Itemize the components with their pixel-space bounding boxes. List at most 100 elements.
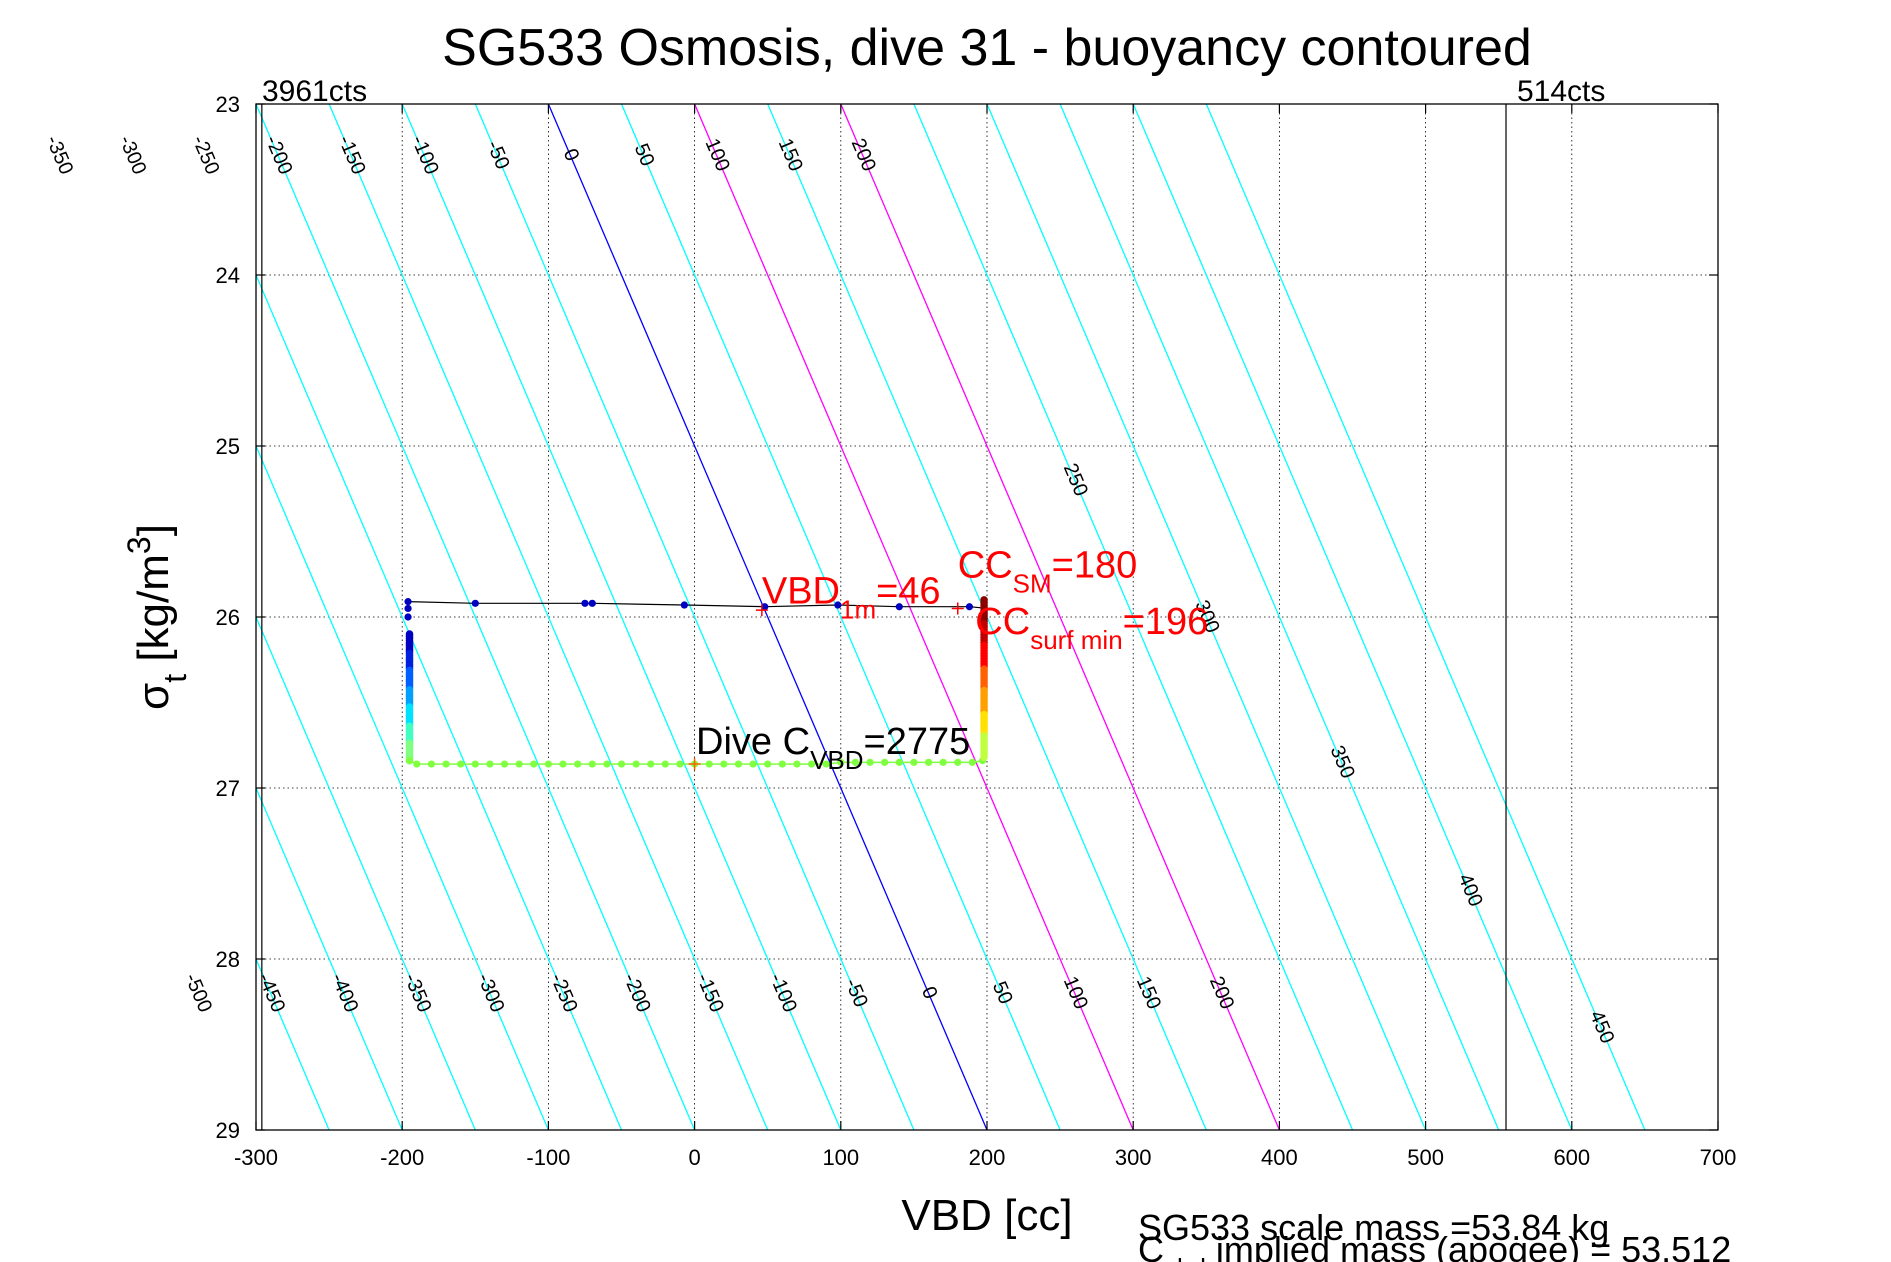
data-point — [822, 760, 830, 768]
data-point — [965, 603, 974, 611]
contour-line — [620, 104, 1061, 1130]
y-tick-label: 27 — [216, 776, 240, 801]
contour-line — [1205, 104, 1646, 1130]
plus-marker — [688, 758, 701, 771]
annotation-text: =180 — [1052, 545, 1138, 587]
footer-implied-mass-rest: implied mass (apogee) = 53.512 — [1206, 1229, 1731, 1262]
data-point — [486, 760, 494, 768]
annotation-subscript: VBD — [810, 745, 863, 775]
data-point — [676, 760, 684, 768]
y-axis-ticks: 23 24 25 26 27 28 29 — [216, 92, 1718, 1143]
contour-line — [328, 104, 769, 1130]
y-axis-label-sup: 3 — [121, 536, 157, 554]
contour-line — [547, 104, 988, 1130]
data-point — [980, 753, 988, 762]
plus-marker — [755, 604, 768, 617]
annotation-text: Dive C — [696, 721, 810, 763]
data-point — [404, 598, 412, 606]
data-point — [734, 760, 743, 768]
data-point — [837, 758, 845, 766]
contour-line — [474, 104, 915, 1130]
contour-line — [986, 104, 1427, 1130]
annotation: CCSM=180 — [958, 545, 1137, 599]
data-point — [544, 760, 553, 768]
top-right-count-label: 514cts — [1517, 75, 1605, 108]
data-point — [632, 760, 640, 768]
y-axis-label-end: ] — [129, 524, 178, 536]
data-series — [404, 596, 988, 771]
data-point — [405, 757, 414, 765]
data-point — [661, 760, 669, 768]
y-tick-label: 24 — [216, 263, 240, 288]
data-point — [559, 760, 567, 768]
x-tick-label: 0 — [688, 1145, 700, 1170]
x-tick-label: 300 — [1115, 1145, 1152, 1170]
data-point — [866, 758, 874, 766]
contour-line — [256, 104, 696, 1130]
y-axis-label-sub: t — [157, 674, 193, 683]
annotation-subscript: 1m — [840, 594, 876, 624]
x-tick-label: 700 — [1700, 1145, 1737, 1170]
data-point — [530, 760, 538, 768]
contour-line — [256, 444, 549, 1130]
annotation-subscript: surf min — [1030, 625, 1122, 655]
annotation: Dive CVBD=2775 — [696, 721, 970, 775]
buoyancy-contours — [256, 104, 1646, 1130]
data-point — [895, 603, 903, 611]
data-point — [924, 758, 933, 766]
footer-implied-mass-base: C — [1138, 1229, 1164, 1262]
contour-line — [913, 104, 1354, 1130]
plus-marker — [951, 602, 964, 615]
contour-line — [840, 104, 1280, 1130]
annotation-subscript: SM — [1013, 569, 1052, 599]
y-tick-label: 25 — [216, 434, 240, 459]
data-point — [807, 760, 816, 768]
data-point — [647, 760, 655, 768]
annotation: VBD1m=46 — [762, 570, 941, 624]
x-tick-label: 600 — [1553, 1145, 1590, 1170]
y-tick-label: 29 — [216, 1118, 240, 1143]
data-point — [793, 760, 801, 768]
x-tick-label: 200 — [969, 1145, 1006, 1170]
x-tick-label: -300 — [234, 1145, 278, 1170]
footer-implied-mass-sub: vbd — [1164, 1253, 1206, 1262]
x-axis-label: VBD [cc] — [901, 1191, 1072, 1240]
chart-title: SG533 Osmosis, dive 31 - buoyancy contou… — [442, 19, 1532, 77]
annotation-text: =196 — [1123, 601, 1209, 643]
data-point — [968, 758, 976, 766]
x-tick-label: -200 — [380, 1145, 424, 1170]
y-tick-label: 23 — [216, 92, 240, 117]
data-point — [574, 760, 582, 768]
data-point — [603, 760, 611, 768]
top-left-count-label: 3961cts — [262, 75, 367, 108]
y-tick-label: 26 — [216, 605, 240, 630]
data-point — [457, 760, 465, 768]
data-point — [910, 758, 918, 766]
y-tick-label: 28 — [216, 947, 240, 972]
y-axis-label-unit: [kg/m — [129, 554, 178, 674]
x-tick-label: 400 — [1261, 1145, 1298, 1170]
data-point — [881, 758, 889, 766]
contour-line — [256, 273, 623, 1130]
annotation-text: =46 — [876, 570, 940, 612]
data-point — [720, 760, 728, 768]
contour-line — [401, 104, 842, 1130]
contour-line — [256, 615, 476, 1130]
x-tick-label: 500 — [1407, 1145, 1444, 1170]
data-point — [581, 599, 589, 607]
data-point — [404, 613, 412, 621]
data-point — [500, 760, 509, 768]
annotation-text: VBD — [762, 570, 840, 612]
data-point — [939, 758, 947, 766]
data-point — [761, 603, 769, 611]
data-point — [954, 758, 962, 766]
vbd-trace-line — [407, 601, 988, 609]
data-point — [680, 601, 688, 609]
data-point — [764, 760, 772, 768]
x-tick-label: -100 — [526, 1145, 570, 1170]
data-point — [442, 760, 450, 768]
x-axis-ticks: -300 -200 -100 0 100 200 300 400 500 600 700 — [234, 104, 1736, 1170]
contour-line — [1059, 104, 1500, 1130]
